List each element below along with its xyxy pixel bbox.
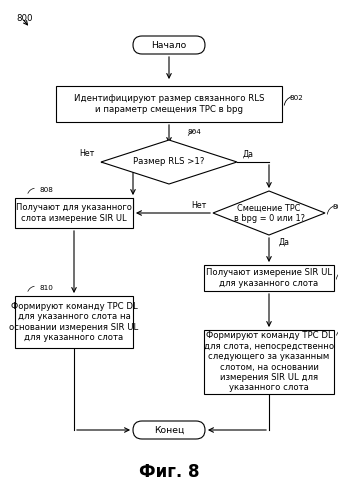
Text: Конец: Конец <box>154 426 184 435</box>
Bar <box>15 296 133 348</box>
Text: Идентифицируют размер связанного RLS
и параметр смещения TPC в bpg: Идентифицируют размер связанного RLS и п… <box>74 94 264 114</box>
Text: 800: 800 <box>16 14 32 23</box>
Polygon shape <box>213 191 325 235</box>
Bar <box>204 265 334 291</box>
Bar <box>15 198 133 228</box>
Text: Да: Да <box>279 238 290 247</box>
Text: Получают для указанного
слота измерение SIR UL: Получают для указанного слота измерение … <box>16 203 132 223</box>
Text: 802: 802 <box>289 95 303 101</box>
Text: Начало: Начало <box>151 40 187 49</box>
Text: 804: 804 <box>187 129 201 135</box>
Text: 808: 808 <box>39 187 53 193</box>
Text: Смещение TPC
в bpg = 0 или 1?: Смещение TPC в bpg = 0 или 1? <box>234 203 305 223</box>
FancyBboxPatch shape <box>133 36 205 54</box>
Text: Получают измерение SIR UL
для указанного слота: Получают измерение SIR UL для указанного… <box>206 268 332 288</box>
Text: Нет: Нет <box>192 201 207 210</box>
Text: Нет: Нет <box>80 150 95 159</box>
Text: Формируют команду TPC DL
для слота, непосредственно
следующего за указанным
слот: Формируют команду TPC DL для слота, непо… <box>204 331 334 393</box>
Text: Да: Да <box>243 150 254 159</box>
Polygon shape <box>101 140 237 184</box>
Text: 806: 806 <box>332 204 338 210</box>
Bar <box>56 86 282 122</box>
Text: Фиг. 8: Фиг. 8 <box>139 463 199 481</box>
Text: Размер RLS >1?: Размер RLS >1? <box>133 158 205 167</box>
Text: Формируют команду TPC DL
для указанного слота на
основании измерения SIR UL
для : Формируют команду TPC DL для указанного … <box>9 302 139 342</box>
FancyBboxPatch shape <box>133 421 205 439</box>
Text: 810: 810 <box>39 285 53 291</box>
Bar <box>204 330 334 394</box>
